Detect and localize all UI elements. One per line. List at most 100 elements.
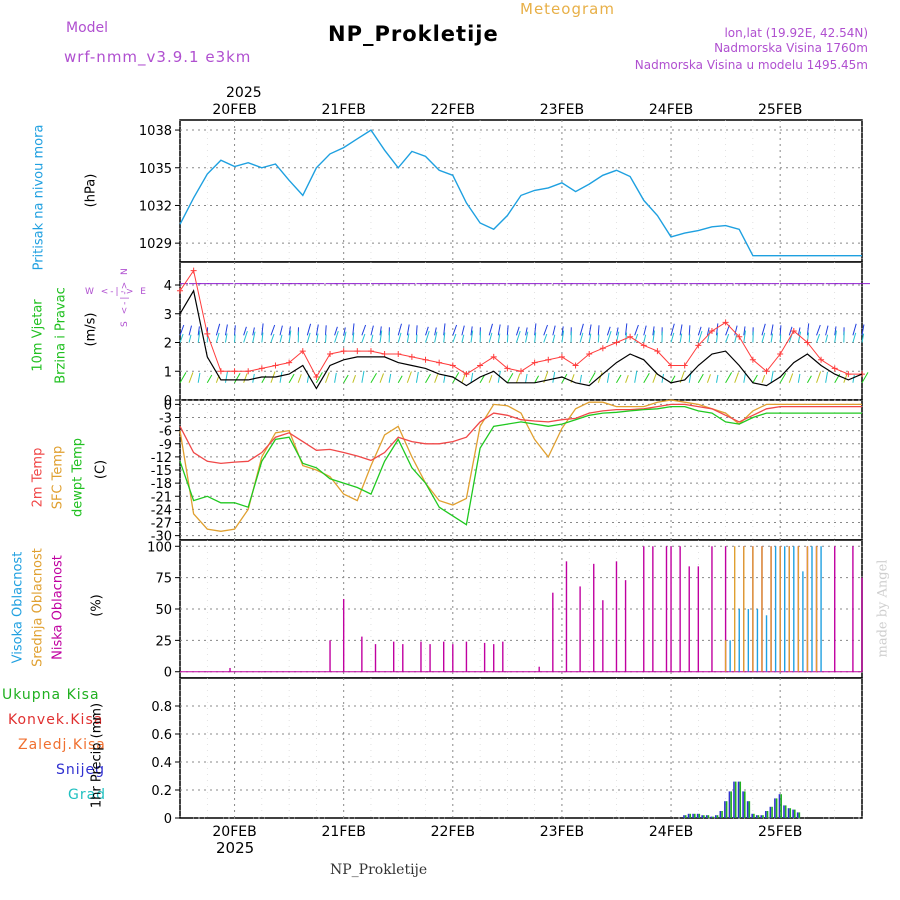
year-bottom: 2025 (216, 839, 255, 857)
ytick-label-precipitation: 0.4 (151, 756, 172, 771)
wind-arrow-level2 (224, 324, 228, 336)
wind-arrow-level2 (561, 326, 564, 336)
wind-arrow-level2 (552, 325, 556, 336)
wind-arrow-level2 (243, 326, 247, 336)
sfc-temp-line (179, 399, 862, 532)
wind-arrow-level3 (397, 332, 402, 343)
precip-bar-snow (683, 815, 685, 818)
wind-arrow-level4 (616, 374, 622, 384)
wind-arrow-level3 (597, 334, 600, 343)
wind-arrow-level3 (743, 330, 746, 343)
coords-label: lon,lat (19.92E, 42.54N) (724, 26, 868, 40)
wind-arrow-level3 (634, 333, 639, 343)
wind-arrow-level2 (588, 324, 592, 336)
wind-arrow-level2 (797, 327, 801, 336)
wind-arrow-level4 (379, 373, 384, 383)
wind-arrow-level3 (379, 330, 383, 343)
wind-arrow-level4 (397, 375, 403, 383)
wind-arrow-level3 (525, 331, 529, 343)
wind-arrow-level3 (261, 332, 264, 343)
precip-bar-snow (769, 806, 772, 818)
wind-arrow-level3 (488, 332, 493, 343)
wind-arrow-level3 (243, 330, 248, 343)
precip-bar-total (716, 815, 719, 818)
wind-arrow-level3 (761, 332, 766, 343)
wind-arrow-level4 (661, 373, 664, 383)
gust-marker (381, 351, 388, 357)
wind-arrow-level3 (406, 333, 410, 343)
wind-arrow-level3 (515, 330, 521, 343)
wind-arrow-level3 (588, 333, 592, 343)
precip-bar-total (798, 812, 801, 818)
ytick-label-temperature: -3 (159, 412, 172, 427)
precip-bar-snow (760, 815, 763, 818)
wind-arrow-level2 (525, 327, 528, 336)
precip-bar-total (753, 813, 755, 818)
ytick-label-temperature: -27 (151, 517, 172, 532)
precip-bar-total (743, 791, 746, 818)
gust-marker (217, 368, 224, 375)
wind-arrow-level2 (288, 326, 291, 336)
ytick-label-temperature: 0 (164, 398, 172, 413)
station-title: NP_Prokletije (328, 22, 499, 46)
ytick-label-wind: 4 (164, 279, 172, 294)
ytick-label-cloud: 25 (155, 634, 172, 649)
precip-bar-total (766, 811, 769, 818)
precip-bar-snow (755, 815, 758, 818)
gust-marker (831, 365, 838, 372)
gust-marker (354, 348, 361, 355)
wind-arrow-level3 (352, 332, 355, 343)
wind-arrow-level3 (224, 333, 228, 343)
wind-arrow-level4 (697, 373, 704, 383)
wind-arrow-level3 (234, 334, 236, 343)
gust-marker (681, 362, 688, 369)
wind-arrow-level4 (816, 371, 822, 383)
wind-arrow-level2 (261, 323, 264, 336)
day-label-bottom: 24FEB (649, 824, 693, 840)
wind-arrow-level4 (579, 374, 582, 383)
precip-bar-snow (737, 781, 740, 818)
gust-marker (422, 356, 429, 363)
wind-arrow-level3 (497, 333, 501, 343)
day-label-bottom: 21FEB (322, 824, 366, 840)
precip-label-snow: Snijeg (56, 762, 106, 778)
gust-marker (613, 339, 620, 346)
precip-bar-snow (746, 801, 749, 818)
gust-marker (258, 365, 265, 372)
wind-arrow-level3 (252, 331, 256, 343)
wind-arrow-level2 (534, 323, 537, 336)
gust-marker (654, 348, 661, 355)
precip-bar-total (712, 816, 714, 818)
wind-arrow-level3 (506, 334, 509, 343)
wind-arrow-level2 (606, 326, 611, 336)
wind-arrow-level4 (434, 374, 439, 383)
wind-arrow-level3 (215, 332, 220, 343)
wind-arrow-level2 (515, 326, 520, 336)
wind-arrow-level3 (688, 334, 691, 343)
gust-marker (695, 342, 702, 349)
ytick-label-cloud: 0 (164, 666, 172, 681)
precip-bar-total (757, 815, 760, 818)
day-label-bottom: 20FEB (212, 824, 256, 840)
precip-bar-total (707, 815, 710, 818)
ytick-label-cloud: 50 (155, 603, 172, 618)
gust-marker (190, 267, 197, 274)
precip-bar-total (721, 811, 723, 818)
wind-arrow-level2 (434, 327, 437, 336)
day-label-top: 23FEB (540, 102, 584, 118)
gust-marker (272, 362, 279, 369)
wind-arrow-level4 (188, 372, 194, 383)
ytick-label-precipitation: 0.6 (151, 728, 172, 743)
precip-bar-total (730, 791, 732, 818)
wind-arrow-level4 (334, 372, 337, 383)
precip-label-total: Ukupna Kisa (2, 687, 100, 703)
gust-marker (599, 345, 606, 352)
gust-marker (518, 368, 524, 375)
year-top: 2025 (226, 85, 262, 101)
precip-label-graupel: Grad (68, 787, 107, 803)
gust-marker (763, 368, 770, 375)
ytick-label-temperature: -24 (151, 503, 172, 518)
gust-marker (340, 348, 347, 355)
wind-arrow-level2 (188, 325, 192, 336)
ytick-label-temperature: -21 (151, 490, 172, 505)
